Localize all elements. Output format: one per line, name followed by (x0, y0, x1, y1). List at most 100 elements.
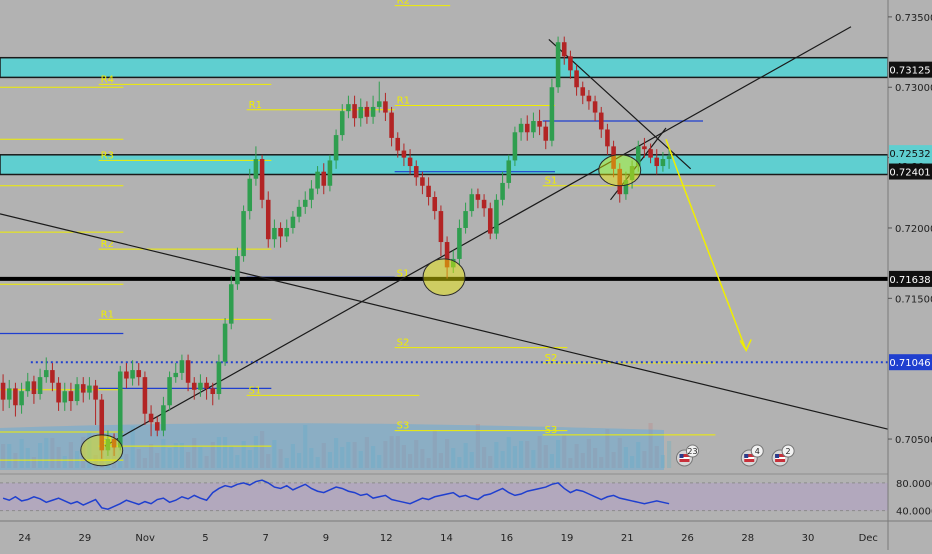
time-tick-label: 29 (79, 533, 92, 544)
volume-bar (383, 441, 388, 468)
candle (191, 382, 197, 390)
candle (531, 121, 536, 133)
price-label-box (889, 163, 932, 180)
candle (204, 382, 209, 389)
highlight-ellipse[interactable] (598, 154, 642, 187)
volume-bar (247, 450, 252, 468)
candle (99, 399, 105, 451)
candle (222, 323, 228, 362)
candle (635, 146, 641, 167)
volume-bar (531, 450, 536, 468)
volume-bar (229, 446, 234, 468)
volume-average-area (0, 423, 664, 470)
candle (290, 216, 296, 228)
annotations-layer[interactable]: 23 4 2 (80, 139, 795, 467)
pivot-label: S3 (397, 421, 410, 432)
volume-bar (457, 457, 462, 468)
zones-layer (0, 56, 889, 176)
volume-bar (87, 432, 92, 468)
projection-path[interactable] (665, 139, 747, 351)
flag-canton (679, 454, 684, 458)
volume-bar (327, 452, 332, 468)
flag-stripe (744, 457, 755, 459)
volume-bar (377, 455, 382, 468)
volume-bar (297, 453, 302, 468)
volume-bar (512, 446, 517, 468)
candle (105, 439, 111, 451)
candle (74, 384, 80, 402)
volume-bar (260, 431, 265, 468)
highlight-ellipse[interactable] (80, 434, 124, 467)
candle (463, 211, 468, 228)
volume-bar (475, 424, 480, 468)
candle (654, 157, 660, 167)
candle (524, 123, 530, 133)
volume-bar (130, 426, 135, 468)
candle (296, 206, 302, 217)
volume-bar (364, 437, 369, 468)
candle (407, 157, 413, 167)
volume-bar (19, 439, 24, 468)
candle (265, 199, 271, 240)
candle (302, 199, 308, 207)
volume-bar (562, 435, 567, 468)
volume-bar (617, 438, 622, 468)
volume-bar (660, 455, 665, 468)
pivot-label: R2 (101, 239, 114, 250)
flag-canton (775, 454, 780, 458)
volume-bar (488, 456, 493, 468)
candle (506, 160, 512, 183)
volume-bar (173, 443, 178, 468)
candle (111, 439, 117, 448)
candle (339, 111, 345, 136)
candle (315, 171, 320, 189)
volume-bar (1, 444, 6, 468)
volume-bar (340, 447, 345, 468)
volume-bar (611, 452, 616, 468)
time-tick-label: 21 (621, 533, 634, 544)
candle (37, 377, 43, 395)
volume-bar (167, 448, 172, 468)
volume-bar (155, 453, 160, 468)
candle (537, 121, 542, 127)
candle (13, 388, 18, 406)
volume-bar (321, 443, 326, 468)
time-tick-label: Dec (859, 533, 878, 544)
candle (309, 188, 314, 200)
trendline[interactable] (104, 26, 852, 447)
volume-bar (549, 454, 554, 468)
candle (370, 106, 376, 117)
volume-bar (463, 443, 468, 468)
candle (50, 370, 55, 383)
time-tick-label: 14 (440, 533, 453, 544)
candle (6, 388, 12, 400)
volume-bar (445, 439, 450, 468)
candle (549, 87, 555, 141)
volume-bar (432, 430, 437, 468)
candle (259, 159, 265, 200)
volume-bar (204, 456, 209, 468)
candle (130, 370, 135, 379)
candle (364, 106, 370, 117)
time-tick-label: Nov (135, 533, 155, 544)
candle (629, 166, 635, 181)
volume-bar (235, 455, 240, 468)
candle (247, 178, 253, 212)
candle (469, 194, 475, 212)
candle (389, 112, 394, 138)
volume-bar (272, 440, 277, 468)
volume-bar (50, 438, 55, 468)
volume-bar (438, 453, 443, 468)
price-label-box (889, 145, 932, 162)
highlight-ellipse[interactable] (422, 258, 466, 297)
volume-bar (630, 456, 635, 468)
candle (605, 129, 610, 147)
volume-bar (506, 437, 511, 468)
levels-layer: R2R4R1R1R3R2R1S1S1S1S1S2S2S3S3 (0, 0, 888, 461)
trendline[interactable] (0, 213, 889, 430)
candle (512, 132, 518, 161)
candle (623, 180, 629, 195)
rsi-line (2, 479, 670, 511)
